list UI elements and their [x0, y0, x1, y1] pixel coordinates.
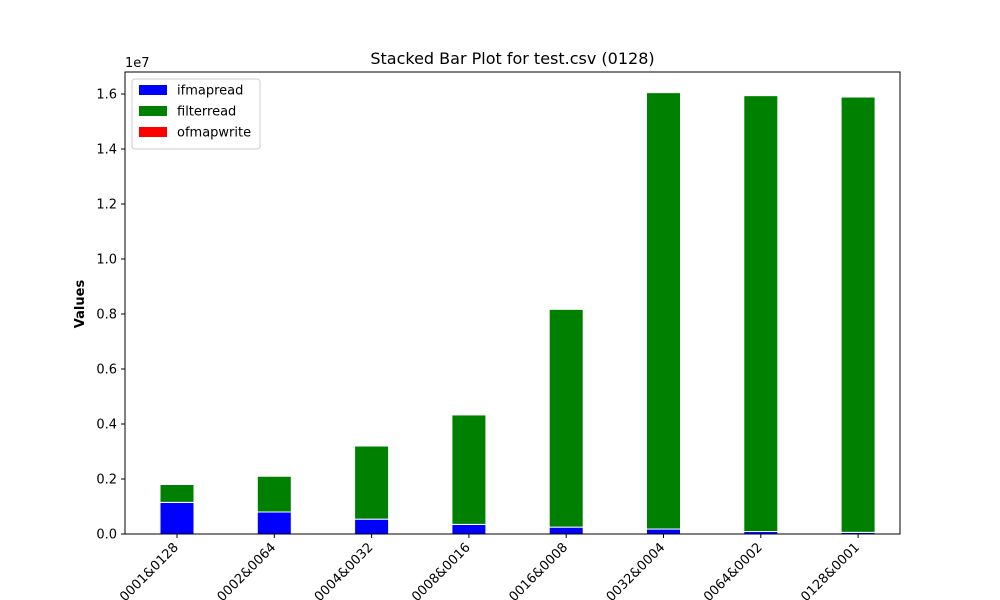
x-tick-label: 0008&0016: [409, 540, 474, 600]
bars-group: [159, 92, 876, 535]
y-tick-label: 1.6: [96, 88, 117, 103]
legend-label-filterread: filterread: [177, 105, 236, 120]
bar-filterread-3: [451, 414, 487, 525]
bar-ifmapread-3: [451, 523, 487, 535]
y-tick-label: 1.0: [96, 253, 117, 268]
legend: ifmapread filterread ofmapwrite: [131, 78, 261, 150]
y-tick-label: 0.8: [96, 308, 117, 323]
y-tick-label: 1.2: [96, 198, 117, 213]
bar-ifmapread-5: [646, 528, 681, 535]
bar-filterread-5: [646, 92, 681, 530]
bar-filterread-2: [354, 445, 390, 520]
x-tick-label: 0004&0032: [312, 540, 377, 600]
legend-swatch-ofmapwrite: [139, 127, 167, 137]
bar-filterread-1: [256, 475, 292, 513]
x-tick-label: 0128&0001: [798, 540, 863, 600]
x-tick-label: 0032&0004: [604, 540, 669, 600]
legend-swatch-filterread: [139, 106, 167, 116]
chart-title: Stacked Bar Plot for test.csv (0128): [370, 49, 654, 68]
x-tick-label: 0064&0002: [701, 540, 766, 600]
y-axis-offset-label: 1e7: [125, 56, 150, 71]
legend-label-ofmapwrite: ofmapwrite: [177, 126, 251, 141]
x-tick-label: 0002&0064: [215, 540, 280, 600]
bar-filterread-0: [159, 484, 195, 503]
y-tick-label: 0.6: [96, 363, 117, 378]
y-tick-label: 0.0: [96, 528, 117, 543]
bar-ifmapread-2: [354, 518, 390, 535]
y-axis-label: Values: [73, 280, 88, 329]
bar-filterread-7: [840, 96, 876, 533]
x-ticks-group: 0001&0128 0002&0064 0004&0032 0008&0016 0016…: [117, 534, 863, 600]
bar-filterread-4: [548, 308, 584, 528]
bar-ifmapread-4: [548, 526, 584, 535]
y-tick-label: 0.2: [96, 473, 117, 488]
legend-label-ifmapread: ifmapread: [177, 84, 243, 99]
x-tick-label: 0001&0128: [117, 540, 182, 600]
x-tick-label: 0016&0008: [506, 540, 571, 600]
y-tick-label: 1.4: [96, 143, 117, 158]
y-tick-label: 0.4: [96, 418, 117, 433]
bar-ifmapread-0: [159, 501, 195, 535]
y-ticks-group: 0.0 0.2 0.4 0.6 0.8 1.0 1.2 1.4 1.6: [96, 88, 125, 543]
plot-frame: [124, 71, 901, 535]
bar-ifmapread-1: [256, 511, 292, 535]
bar-filterread-6: [743, 95, 779, 533]
legend-swatch-ifmapread: [139, 85, 167, 95]
